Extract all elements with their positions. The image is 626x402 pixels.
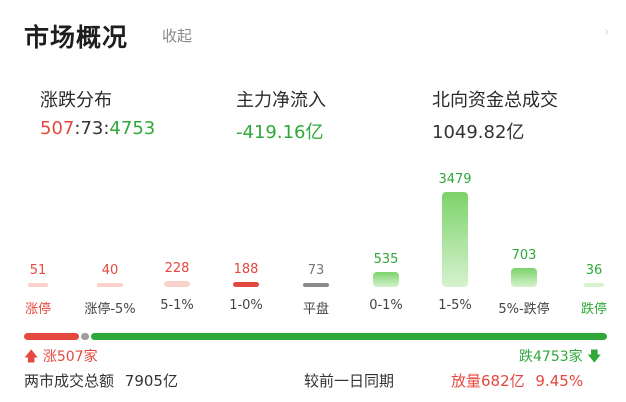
bar-4 (303, 283, 329, 287)
percent-change-value: 9.45% (535, 372, 584, 390)
breadth-bar (24, 333, 607, 340)
bar-1 (97, 283, 123, 287)
breadth-down-segment (91, 333, 607, 340)
bar-label-2: 5-1% (160, 298, 194, 313)
bar-label-0: 涨停 (24, 302, 51, 317)
bar-label-1: 涨停-5% (84, 302, 136, 317)
compare-label: 较前一日同期 (304, 372, 395, 390)
bar-value-8: 36 (585, 263, 603, 278)
bar-value-0: 51 (29, 263, 47, 278)
total-turnover: 两市成交总额 7905亿 (24, 370, 178, 391)
bar-6 (442, 192, 468, 287)
main-net-inflow-value: -419.16亿 (236, 122, 324, 143)
bar-5 (373, 272, 399, 287)
bar-7 (511, 268, 537, 287)
volume-change: 放量682亿 9.45% (451, 370, 583, 391)
flat-count: 73 (80, 118, 104, 139)
bar-value-1: 40 (101, 263, 119, 278)
bar-0 (28, 283, 48, 287)
arrow-up-icon: 🡅 (24, 349, 39, 365)
bar-3 (233, 282, 259, 287)
bar-label-4: 平盘 (302, 302, 329, 317)
bar-value-4: 73 (307, 263, 325, 278)
bar-label-7: 5%-跌停 (498, 302, 550, 317)
northbound-turnover-label: 北向资金总成交 (432, 90, 558, 111)
northbound-turnover-value: 1049.82亿 (432, 122, 525, 143)
advance-count: 507 (40, 118, 75, 139)
chevron-right-icon: › (604, 24, 610, 40)
bar-label-5: 0-1% (369, 298, 403, 313)
volume-change-value: 放量682亿 (451, 372, 525, 390)
advance-decline-value: 507:73:4753 (40, 118, 156, 139)
bar-value-5: 535 (373, 252, 399, 267)
bar-value-2: 228 (164, 261, 190, 276)
arrow-down-icon: 🡇 (587, 349, 602, 365)
page-title: 市场概况 (24, 23, 129, 52)
main-net-inflow-label: 主力净流入 (236, 90, 326, 111)
bar-8 (584, 283, 604, 287)
bar-label-8: 跌停 (580, 302, 607, 317)
breadth-up-label: 🡅 涨507家 (24, 349, 98, 365)
breadth-down-label: 跌4753家 🡇 (519, 349, 602, 365)
breadth-up-segment (24, 333, 79, 340)
decline-count: 4753 (109, 118, 156, 139)
total-turnover-value: 7905亿 (124, 372, 178, 390)
bar-2 (164, 281, 190, 287)
advance-decline-label: 涨跌分布 (40, 90, 112, 111)
breadth-flat-segment (81, 333, 89, 340)
bar-value-7: 703 (511, 248, 537, 263)
bar-value-3: 188 (233, 262, 259, 277)
bar-label-6: 1-5% (438, 298, 472, 313)
bar-label-3: 1-0% (229, 298, 263, 313)
bar-value-6: 3479 (438, 172, 472, 187)
total-turnover-label: 两市成交总额 (24, 372, 115, 390)
collapse-button[interactable]: 收起 (162, 27, 193, 45)
